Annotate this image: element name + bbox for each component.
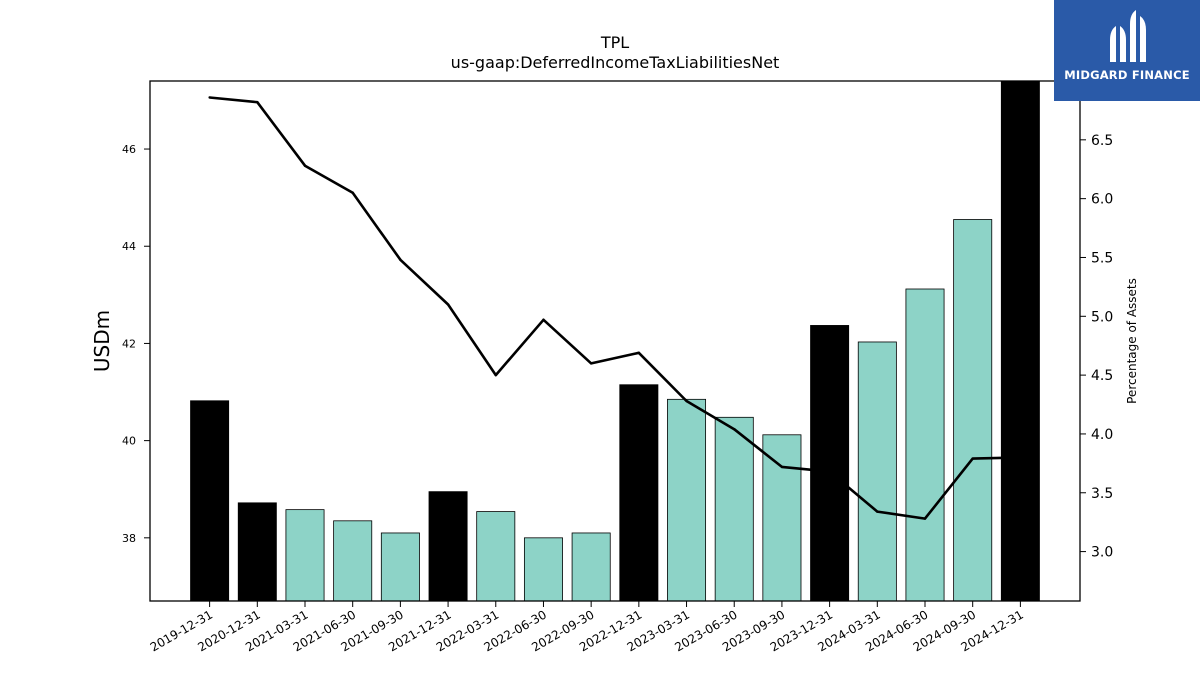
line-point-2024-03-31 <box>876 510 879 513</box>
bar-2022-03-31 <box>476 511 516 602</box>
line-point-2020-12-31 <box>256 100 259 104</box>
bar-2023-03-31 <box>667 398 707 602</box>
y-tick-label: 42 <box>122 337 136 350</box>
logo-text: MIDGARD FINANCE <box>1064 68 1190 82</box>
line-point-2024-12-31 <box>1019 456 1022 459</box>
line-point-2021-09-30 <box>399 258 402 262</box>
y2-axis-label: Percentage of Assets <box>1125 278 1139 404</box>
bar-2021-06-30 <box>333 520 373 602</box>
bar-2021-09-30 <box>380 532 420 602</box>
bar-2023-06-30 <box>714 416 754 602</box>
y-axis-label: USDm <box>90 310 114 372</box>
y-tick-label: 46 <box>122 143 136 156</box>
bar-2019-12-31 <box>190 400 230 602</box>
y2-tick-label: 6.0 <box>1091 192 1113 208</box>
line-point-2024-06-30 <box>923 517 927 520</box>
bar-2023-09-30 <box>762 434 802 602</box>
line-point-2022-03-31 <box>494 373 497 377</box>
bar-2021-03-31 <box>285 509 325 602</box>
y2-tick-label: 5.5 <box>1091 250 1113 266</box>
line-point-2021-12-31 <box>446 303 450 306</box>
bar-2024-12-31 <box>1000 80 1040 602</box>
line-point-2023-03-31 <box>685 399 688 403</box>
line-point-2019-12-31 <box>208 96 211 99</box>
bar-2022-12-31 <box>619 384 659 602</box>
x-axis: 2019-12-312020-12-312021-03-312021-06-30… <box>148 601 1026 654</box>
line-layer <box>208 96 1022 520</box>
plot-frame <box>149 80 1081 602</box>
bars-group <box>190 80 1040 602</box>
y-tick-label: 44 <box>122 240 136 253</box>
line-point-2022-09-30 <box>589 362 593 365</box>
y2-tick-label: 6.5 <box>1091 133 1113 149</box>
chart-title: TPL <box>600 33 629 52</box>
y2-tick-label: 4.0 <box>1091 427 1113 443</box>
line-point-2024-09-30 <box>971 457 974 460</box>
midgard-finance-logo: MIDGARD FINANCE <box>1054 0 1200 101</box>
percentage-line <box>209 96 1021 520</box>
y-axis-left: 38 40 42 44 46 <box>122 143 150 545</box>
line-point-2022-06-30 <box>542 318 545 322</box>
line-point-2023-12-31 <box>828 470 831 473</box>
y-axis-right: 3.0 3.5 4.0 4.5 5.0 5.5 6.0 6.5 <box>1080 133 1113 561</box>
line-point-2023-09-30 <box>780 465 784 469</box>
y-tick-label: 38 <box>122 532 136 545</box>
midgard-logo-icon <box>1110 10 1146 62</box>
bar-2024-09-30 <box>953 219 993 602</box>
bar-2022-09-30 <box>571 532 611 602</box>
bar-2021-12-31 <box>428 491 468 602</box>
y2-tick-label: 4.5 <box>1091 368 1113 384</box>
chart-subtitle: us-gaap:DeferredIncomeTaxLiabilitiesNet <box>451 53 780 72</box>
bar-2020-12-31 <box>237 502 277 602</box>
bar-2024-06-30 <box>905 288 945 602</box>
line-point-2023-06-30 <box>733 428 736 431</box>
bar-2023-12-31 <box>810 325 850 602</box>
line-point-2022-12-31 <box>637 351 641 354</box>
bar-2022-06-30 <box>523 537 563 602</box>
line-point-2021-06-30 <box>351 191 354 194</box>
y2-tick-label: 5.0 <box>1091 309 1113 325</box>
bar-2024-03-31 <box>857 341 897 602</box>
y-tick-label: 40 <box>122 435 136 448</box>
y2-tick-label: 3.5 <box>1091 486 1113 502</box>
line-point-2021-03-31 <box>303 164 307 167</box>
y2-tick-label: 3.0 <box>1091 545 1113 561</box>
